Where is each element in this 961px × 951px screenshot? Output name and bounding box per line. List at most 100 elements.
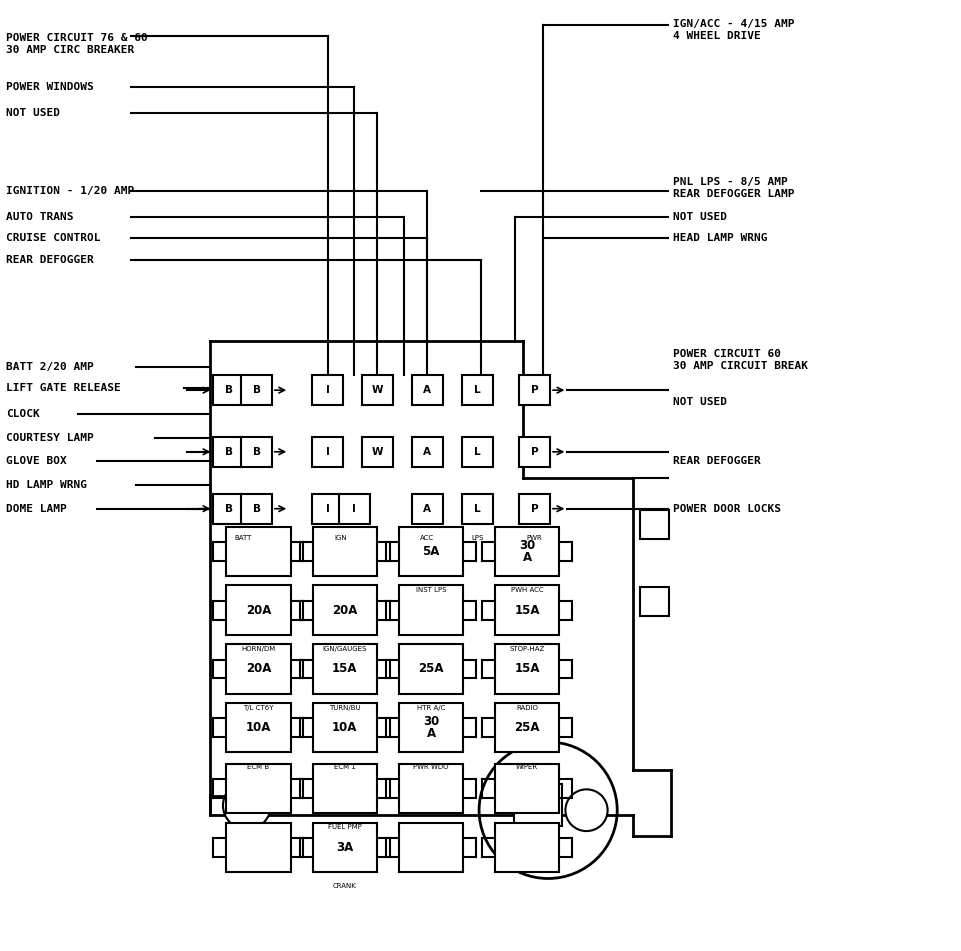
Text: 15A: 15A [514,604,539,616]
Text: NOT USED: NOT USED [672,212,727,222]
Bar [640,588,668,616]
Text: 30
A: 30 A [518,539,534,564]
Text: 20A: 20A [245,604,271,616]
Bar [312,527,377,576]
Text: B: B [253,447,260,456]
Text: I: I [325,385,329,396]
Text: HD LAMP WRNG: HD LAMP WRNG [6,480,87,490]
Text: ECM B: ECM B [247,764,269,769]
Bar [241,494,272,524]
Bar [226,586,290,635]
Bar [361,437,392,467]
Bar [361,375,392,405]
Text: P: P [530,504,538,514]
Text: HTR A/C: HTR A/C [416,705,445,711]
Text: CLOCK: CLOCK [6,409,40,418]
Text: W: W [371,447,382,456]
Bar [411,437,442,467]
Text: PWH ACC: PWH ACC [510,588,543,593]
Text: 20A: 20A [332,604,357,616]
Bar [411,375,442,405]
Text: 10A: 10A [245,721,271,734]
Bar [399,703,463,752]
Bar [494,764,558,813]
Bar [312,764,377,813]
Text: HEAD LAMP WRNG: HEAD LAMP WRNG [672,233,767,243]
Text: DOME LAMP: DOME LAMP [6,504,67,514]
Bar [399,527,463,576]
Bar [312,823,377,872]
Text: POWER DOOR LOCKS: POWER DOOR LOCKS [672,504,780,514]
Text: IGN/ACC - 4/15 AMP
4 WHEEL DRIVE: IGN/ACC - 4/15 AMP 4 WHEEL DRIVE [672,19,794,41]
Text: ACC: ACC [420,535,434,541]
Bar [226,644,290,693]
Text: B: B [253,504,260,514]
Text: L: L [474,447,480,456]
Bar [494,644,558,693]
Text: LPS: LPS [471,535,482,541]
Bar [640,511,668,539]
Bar [338,494,369,524]
Text: 10A: 10A [332,721,357,734]
Text: 15A: 15A [332,663,357,675]
Text: I: I [325,504,329,514]
Bar [399,586,463,635]
Bar [519,437,550,467]
Text: A: A [423,385,431,396]
Text: 20A: 20A [245,663,271,675]
Bar [399,644,463,693]
Text: STOP-HAZ: STOP-HAZ [508,646,544,652]
Text: PWR WDO: PWR WDO [413,764,449,769]
Text: GLOVE BOX: GLOVE BOX [6,456,67,466]
Text: I: I [352,504,356,514]
Bar [494,823,558,872]
Text: 30
A: 30 A [423,715,439,740]
Bar [241,375,272,405]
Text: P: P [530,385,538,396]
Bar [213,494,244,524]
Bar [312,494,342,524]
Text: POWER CIRCUIT 76 & 60
30 AMP CIRC BREAKER: POWER CIRCUIT 76 & 60 30 AMP CIRC BREAKE… [6,33,148,55]
Text: 15A: 15A [514,663,539,675]
Bar [226,764,290,813]
Text: P: P [530,447,538,456]
Bar [461,494,492,524]
Text: L: L [474,504,480,514]
Text: LIFT GATE RELEASE: LIFT GATE RELEASE [6,383,121,394]
Text: REAR DEFOGGER: REAR DEFOGGER [672,456,760,466]
Bar [399,823,463,872]
Text: BATT: BATT [234,535,252,541]
Text: PNL LPS - 8/5 AMP
REAR DEFOGGER LAMP: PNL LPS - 8/5 AMP REAR DEFOGGER LAMP [672,178,794,199]
Text: 5A: 5A [422,545,439,558]
Text: PWR: PWR [527,535,542,541]
Text: B: B [253,385,260,396]
Bar [226,527,290,576]
Text: B: B [225,447,233,456]
Text: AUTO TRANS: AUTO TRANS [6,212,74,222]
Bar [226,823,290,872]
Bar [213,437,244,467]
Bar [213,375,244,405]
Text: T/L CT6Y: T/L CT6Y [243,705,274,711]
Bar [312,644,377,693]
Text: COURTESY LAMP: COURTESY LAMP [6,433,94,442]
Bar [399,764,463,813]
Bar [519,494,550,524]
Text: NOT USED: NOT USED [6,108,61,118]
Text: ECM 1: ECM 1 [333,764,356,769]
Text: IGN: IGN [334,535,347,541]
Bar [312,437,342,467]
Text: FUEL PMP: FUEL PMP [328,825,361,830]
Bar [494,703,558,752]
Circle shape [565,789,607,831]
Text: A: A [423,447,431,456]
Bar [494,586,558,635]
Text: REAR DEFOGGER: REAR DEFOGGER [6,255,94,265]
Text: B: B [225,504,233,514]
Text: B: B [225,385,233,396]
Text: CRUISE CONTROL: CRUISE CONTROL [6,233,101,243]
Bar [461,375,492,405]
Text: NOT USED: NOT USED [672,397,727,406]
Bar [312,703,377,752]
Bar [411,494,442,524]
